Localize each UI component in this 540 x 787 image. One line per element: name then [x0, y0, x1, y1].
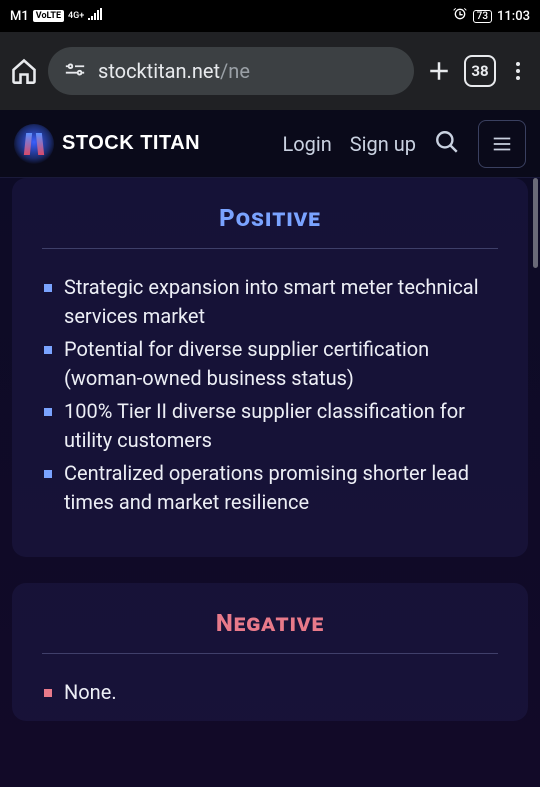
negative-card: Negative None. [12, 583, 528, 721]
list-item: Potential for diverse supplier certifica… [42, 335, 498, 393]
url-host: stocktitan.net [98, 59, 220, 83]
login-link[interactable]: Login [282, 132, 331, 156]
signal-icon [88, 8, 102, 24]
url-path: /ne [220, 59, 250, 83]
negative-list: None. [42, 678, 498, 707]
scrollbar-thumb[interactable] [533, 178, 538, 268]
alarm-icon [452, 6, 468, 26]
android-status-bar: M1 VoLTE 4G+ 73 11:03 [0, 0, 540, 32]
carrier-label: M1 [10, 9, 29, 24]
clock-label: 11:03 [497, 9, 530, 24]
tab-switcher-button[interactable]: 38 [464, 55, 496, 87]
positive-heading: Positive [42, 204, 498, 232]
site-settings-icon[interactable] [64, 58, 86, 84]
tab-count-label: 38 [471, 62, 488, 80]
positive-card: Positive Strategic expansion into smart … [12, 178, 528, 557]
list-item: 100% Tier II diverse supplier classifica… [42, 397, 498, 455]
battery-indicator: 73 [473, 10, 492, 23]
signup-link[interactable]: Sign up [350, 132, 416, 156]
brand-logo[interactable]: STOCK TITAN [14, 124, 200, 164]
positive-list: Strategic expansion into smart meter tec… [42, 273, 498, 517]
list-item: None. [42, 678, 498, 707]
logo-mark-icon [14, 124, 54, 164]
menu-button[interactable] [478, 120, 526, 168]
page-content: Positive Strategic expansion into smart … [0, 178, 540, 787]
divider [42, 248, 498, 249]
hamburger-icon [491, 133, 513, 155]
overflow-menu-icon[interactable] [506, 59, 530, 83]
network-type-label: 4G+ [68, 12, 84, 21]
url-text: stocktitan.net/ne [98, 59, 250, 83]
search-icon[interactable] [434, 129, 460, 159]
url-bar[interactable]: stocktitan.net/ne [48, 47, 414, 95]
site-header: STOCK TITAN Login Sign up [0, 110, 540, 178]
browser-toolbar: stocktitan.net/ne 38 [0, 32, 540, 110]
list-item: Strategic expansion into smart meter tec… [42, 273, 498, 331]
list-item: Centralized operations promising shorter… [42, 459, 498, 517]
new-tab-icon[interactable] [424, 56, 454, 86]
home-icon[interactable] [10, 57, 38, 85]
negative-heading: Negative [42, 609, 498, 637]
divider [42, 653, 498, 654]
battery-pct: 73 [477, 11, 488, 22]
brand-name: STOCK TITAN [62, 132, 200, 155]
volte-badge: VoLTE [33, 10, 64, 22]
